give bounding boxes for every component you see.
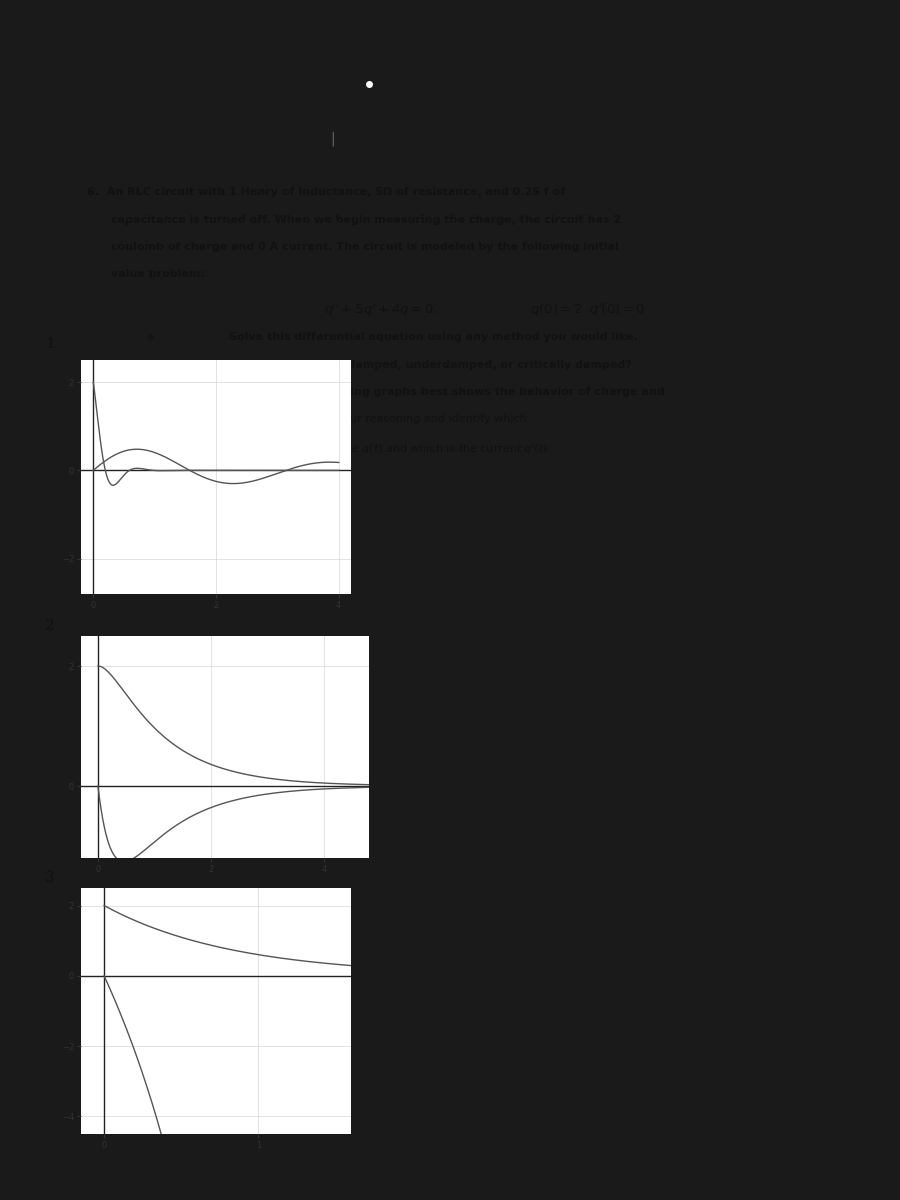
Text: 100%: 100% (237, 132, 276, 146)
Text: Is this system overdamped, underdamped, or critically damped?: Is this system overdamped, underdamped, … (230, 360, 632, 370)
Text: 3: 3 (45, 871, 55, 886)
Text: current for the system? Explain your reasoning and identify which: current for the system? Explain your rea… (158, 414, 526, 425)
Text: ↻: ↻ (394, 132, 407, 146)
Text: component of the plot is the charge $q(t)$ and which is the current $q'(t)$: component of the plot is the charge $q(t… (158, 442, 548, 457)
Text: ⬜: ⬜ (361, 133, 368, 145)
Text: 2: 2 (45, 619, 55, 634)
Text: 1: 1 (45, 337, 55, 350)
Text: 6.  An RLC circuit with 1 Henry of inductance, 5Ω of resistance, and 0.25 f of: 6. An RLC circuit with 1 Henry of induct… (86, 187, 565, 197)
Text: +: + (286, 132, 299, 146)
Text: value problem:: value problem: (111, 270, 204, 280)
Text: |: | (330, 132, 336, 146)
Text: capacitance is turned off. When we begin measuring the charge, the circuit has 2: capacitance is turned off. When we begin… (111, 215, 621, 224)
Text: Solve this differential equation using any method you would like.: Solve this differential equation using a… (230, 332, 638, 342)
Text: 6 / 9: 6 / 9 (115, 132, 146, 146)
Text: a.: a. (146, 332, 157, 342)
Text: coulomb of charge and 0 A current. The circuit is modeled by the following initi: coulomb of charge and 0 A current. The c… (111, 242, 618, 252)
Text: $q'' + 5q' + 4q = 0,$: $q'' + 5q' + 4q = 0,$ (324, 302, 438, 319)
Text: b.: b. (146, 360, 157, 370)
Text: c.: c. (146, 388, 156, 397)
Text: $q(0) = 2 \;\; q'(0) = 0$: $q(0) = 2 \;\; q'(0) = 0$ (530, 302, 645, 319)
Text: Which of the following graphs best shows the behavior of charge and: Which of the following graphs best shows… (230, 388, 665, 397)
Text: —: — (182, 132, 196, 146)
